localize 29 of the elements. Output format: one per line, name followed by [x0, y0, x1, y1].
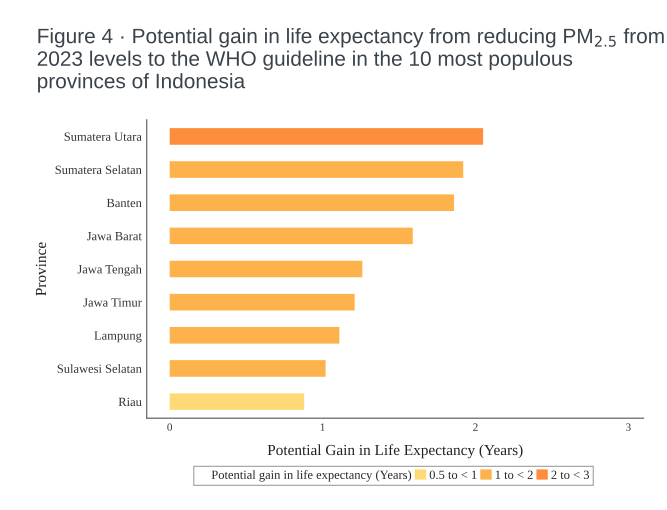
- y-tick-label: Jawa Barat: [86, 232, 142, 240]
- bar: [170, 260, 362, 278]
- legend-label: 1 to < 2: [496, 470, 533, 480]
- y-tick-label: Riau: [118, 398, 142, 406]
- y-tick-label: Sumatera Selatan: [56, 165, 142, 174]
- y-tick-label: Banten: [106, 198, 142, 208]
- bar: [170, 360, 326, 377]
- bar: [170, 393, 304, 410]
- x-axis-title: Potential Gain in Life Expectancy (Years): [268, 444, 523, 458]
- chart-title: Figure 4 · Potential gain in life expectancy from reducing PM$_{2.5}$ from 2023 levels to the WHO guideline in the 10 most populous provinces of Indonesia: [38, 28, 664, 93]
- bar: [170, 161, 464, 178]
- y-tick-label: Lampung: [94, 331, 142, 342]
- bar: [170, 294, 355, 310]
- bar: [170, 327, 340, 344]
- bar: [170, 194, 454, 212]
- x-tick-label: 1: [320, 423, 325, 431]
- x-tick-label: 0: [167, 423, 172, 431]
- y-axis-title: Province: [36, 242, 46, 296]
- legend-title: Potential gain in life expectancy (Years): [212, 470, 412, 482]
- y-tick-label: Jawa Timur: [83, 298, 142, 307]
- y-tick-label: Sumatera Utara: [64, 132, 142, 141]
- y-tick-label: Jawa Tengah: [78, 264, 142, 276]
- bar: [170, 228, 413, 244]
- legend-label: 0.5 to < 1: [430, 470, 476, 480]
- x-tick-label: 3: [626, 423, 631, 431]
- y-tick-label: Sulawesi Selatan: [58, 364, 142, 373]
- x-tick-label: 2: [473, 423, 478, 431]
- legend-label: 2 to < 3: [551, 470, 590, 480]
- bar: [170, 128, 484, 145]
